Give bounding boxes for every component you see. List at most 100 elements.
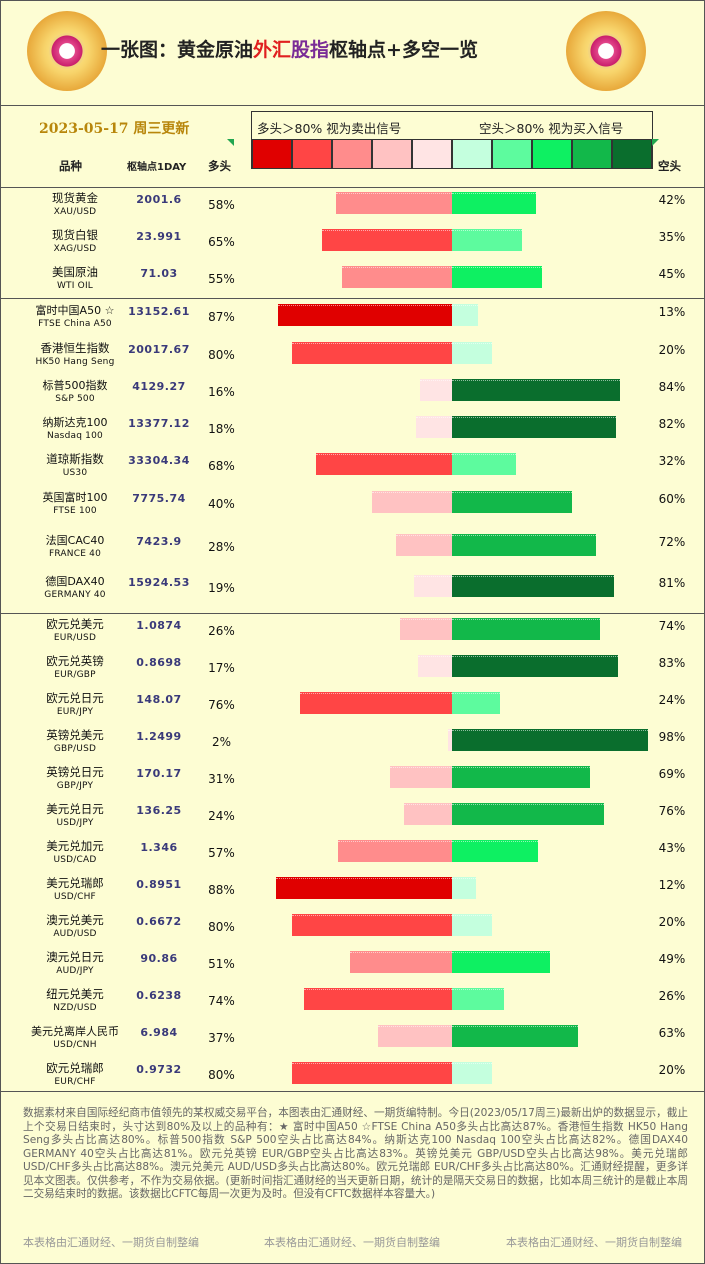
table-row: 纽元兑美元 NZD/USD 0.6238 74% 26%: [1, 984, 705, 1021]
long-percent: 55%: [208, 272, 235, 286]
table-row: 英镑兑日元 GBP/JPY 170.17 31% 69%: [1, 762, 705, 799]
short-percent: 24%: [658, 693, 686, 707]
long-percent: 87%: [208, 310, 235, 324]
short-bar: [452, 304, 478, 326]
table-row: 法国CAC40 FRANCE 40 7423.9 28% 72%: [1, 530, 705, 567]
long-percent: 2%: [211, 735, 232, 749]
legend-swatch: [412, 139, 452, 169]
instrument-name: 美元兑离岸人民币: [31, 1025, 119, 1038]
short-percent: 35%: [658, 230, 686, 244]
table-row: 标普500指数 S&P 500 4129.27 16% 84%: [1, 375, 705, 412]
instrument-code: AUD/USD: [53, 929, 97, 939]
long-bar: [300, 692, 452, 714]
instrument-name: 英镑兑美元: [46, 728, 104, 742]
short-bar: [452, 951, 550, 973]
short-percent: 63%: [658, 1026, 686, 1040]
short-bar: [452, 1025, 578, 1047]
short-bar: [452, 575, 614, 597]
instrument-code: Nasdaq 100: [47, 431, 103, 441]
table-row: 美元兑瑞郎 USD/CHF 0.8951 88% 12%: [1, 873, 705, 910]
credit-text: 本表格由汇通财经、一期货自制整编: [264, 1236, 440, 1249]
table-row: 富时中国A50 ☆ FTSE China A50 13152.61 87% 13%: [1, 300, 705, 337]
long-percent: 88%: [208, 883, 235, 897]
instrument-code: EUR/JPY: [56, 707, 94, 717]
table-row: 英镑兑美元 GBP/USD 1.2499 2% 98%: [1, 725, 705, 762]
long-percent: 26%: [208, 624, 235, 638]
long-percent: 51%: [208, 957, 235, 971]
instrument-name: 欧元兑英镑: [46, 654, 104, 668]
pivot-value: 2001.6: [136, 193, 182, 206]
pivot-value: 0.8951: [136, 878, 182, 891]
short-percent: 60%: [658, 492, 686, 506]
pivot-value: 148.07: [136, 693, 182, 706]
instrument-code: USD/CHF: [54, 892, 96, 902]
short-bar: [452, 342, 492, 364]
instrument-name: 欧元兑日元: [46, 691, 104, 705]
short-bar: [452, 803, 604, 825]
short-bar: [452, 655, 618, 677]
long-percent: 80%: [208, 920, 235, 934]
instrument-code: GBP/USD: [53, 744, 97, 754]
instrument-name: 富时中国A50 ☆: [35, 304, 115, 317]
pivot-value: 1.0874: [136, 619, 182, 632]
long-percent: 80%: [208, 1068, 235, 1082]
long-bar: [448, 729, 452, 751]
column-header-name: 品种: [59, 159, 82, 173]
legend-swatch: [252, 139, 292, 169]
title-part: 一张图：黄金原油: [101, 39, 254, 61]
long-bar: [378, 1025, 452, 1047]
table-row: 美元兑加元 USD/CAD 1.346 57% 43%: [1, 836, 705, 873]
instrument-code: GBP/JPY: [56, 781, 94, 791]
instrument-code: EUR/CHF: [54, 1077, 96, 1087]
short-bar: [452, 914, 492, 936]
long-percent: 58%: [208, 198, 235, 212]
table-row: 现货黄金 XAU/USD 2001.6 58% 42%: [1, 188, 705, 225]
pivot-value: 0.8698: [136, 656, 182, 669]
instrument-code: S&P 500: [55, 394, 95, 404]
short-percent: 76%: [658, 804, 686, 818]
instrument-code: US30: [62, 468, 88, 478]
short-percent: 12%: [658, 878, 686, 892]
long-bar: [322, 229, 452, 251]
long-bar: [396, 534, 452, 556]
legend-swatch: [532, 139, 572, 169]
instrument-code: HK50 Hang Seng: [35, 357, 115, 367]
instrument-name: 现货黄金: [52, 191, 98, 205]
long-bar: [350, 951, 452, 973]
table-row: 美元兑离岸人民币 USD/CNH 6.984 37% 63%: [1, 1021, 705, 1058]
divider: [1, 187, 705, 188]
legend-swatch: [492, 139, 532, 169]
long-percent: 17%: [208, 661, 235, 675]
title-part: 枢轴点+多空一览: [329, 39, 478, 61]
pivot-value: 7423.9: [136, 535, 182, 548]
short-bar: [452, 534, 596, 556]
short-bar: [452, 416, 616, 438]
long-bar: [404, 803, 452, 825]
short-bar: [452, 766, 590, 788]
short-bar: [452, 618, 600, 640]
instrument-name: 标普500指数: [42, 379, 108, 392]
instrument-name: 香港恒生指数: [40, 341, 110, 355]
instrument-name: 美国原油: [52, 265, 98, 279]
long-percent: 16%: [208, 385, 235, 399]
pivot-value: 13377.12: [128, 417, 190, 430]
corner-marker-icon: [227, 139, 234, 146]
table-row: 德国DAX40 GERMANY 40 15924.53 19% 81%: [1, 571, 705, 608]
long-bar: [420, 379, 452, 401]
short-percent: 26%: [658, 989, 686, 1003]
instrument-name: 英国富时100: [42, 491, 108, 504]
credit-text: 本表格由汇通财经、一期货自制整编: [506, 1236, 682, 1249]
long-percent: 24%: [208, 809, 235, 823]
long-percent: 65%: [208, 235, 235, 249]
long-percent: 28%: [208, 540, 235, 554]
short-percent: 20%: [658, 1063, 686, 1077]
short-bar: [452, 379, 620, 401]
instrument-code: NZD/USD: [53, 1003, 97, 1013]
long-percent: 68%: [208, 459, 235, 473]
short-bar: [452, 491, 572, 513]
long-percent: 19%: [208, 581, 235, 595]
short-percent: 13%: [658, 305, 686, 319]
short-bar: [452, 453, 516, 475]
instrument-code: USD/CNH: [53, 1040, 97, 1050]
